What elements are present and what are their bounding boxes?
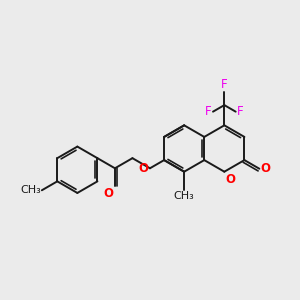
Text: O: O <box>139 162 148 175</box>
Text: F: F <box>221 78 228 91</box>
Text: CH₃: CH₃ <box>20 185 40 195</box>
Text: CH₃: CH₃ <box>174 191 195 201</box>
Text: O: O <box>226 173 236 187</box>
Text: F: F <box>205 105 211 118</box>
Text: O: O <box>260 162 271 175</box>
Text: O: O <box>103 187 113 200</box>
Text: F: F <box>237 105 244 118</box>
